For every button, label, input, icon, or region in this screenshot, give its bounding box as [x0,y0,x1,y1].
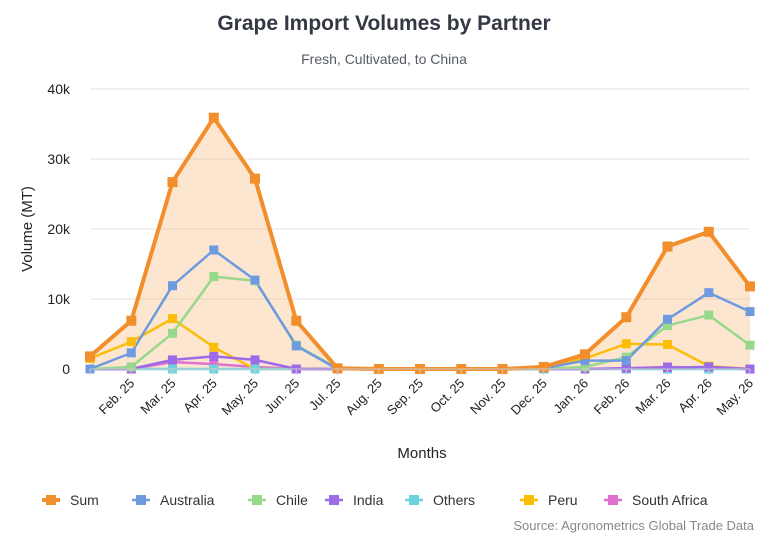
point-australia[interactable] [704,288,714,298]
y-tick-label: 40k [47,81,71,97]
legend-item-south-africa[interactable]: South Africa [604,492,708,508]
legend-label: South Africa [632,492,708,508]
point-peru[interactable] [663,340,672,349]
point-sum[interactable] [332,363,343,374]
legend-item-sum[interactable]: Sum [42,492,99,508]
x-tick-label: Sep. 25 [384,376,426,418]
y-tick-label: 30k [47,151,71,167]
point-peru[interactable] [621,339,631,349]
legend-item-chile[interactable]: Chile [248,492,308,508]
chart-title: Grape Import Volumes by Partner [217,12,550,35]
y-axis-label: Volume (MT) [19,186,36,272]
x-tick-label: Mar. 26 [632,376,673,417]
legend-label: India [353,492,384,508]
point-south-africa[interactable] [209,359,219,369]
point-india[interactable] [250,355,260,365]
legend-label: Peru [548,492,578,508]
point-australia[interactable] [126,348,136,358]
x-tick-label: Mar. 25 [137,376,178,417]
point-chile[interactable] [745,340,755,350]
legend-marker [46,495,56,505]
point-chile[interactable] [704,310,714,320]
point-india[interactable] [621,363,631,373]
point-sum[interactable] [662,241,673,252]
point-sum[interactable] [167,177,178,188]
x-tick-label: Jun. 25 [262,376,303,417]
legend-label: Chile [276,492,308,508]
point-chile[interactable] [126,362,136,372]
x-tick-label: Oct. 25 [427,376,467,416]
source-note: Source: Agronometrics Global Trade Data [513,518,754,533]
legend-label: Australia [160,492,215,508]
point-india[interactable] [168,355,177,365]
point-sum[interactable] [85,351,95,362]
point-india[interactable] [663,363,672,373]
legend-item-india[interactable]: India [325,492,384,508]
legend-item-others[interactable]: Others [405,492,475,508]
point-sum[interactable] [745,281,755,292]
point-peru[interactable] [126,337,136,347]
x-tick-label: Jul. 25 [306,376,344,414]
legend-label: Others [433,492,475,508]
x-tick-label: Feb. 25 [96,376,138,418]
point-australia[interactable] [580,356,590,366]
chart-subtitle: Fresh, Cultivated, to China [301,51,467,67]
y-tick-label: 10k [47,291,71,307]
x-tick-label: Dec. 25 [508,376,550,418]
x-axis-label: Months [397,445,446,462]
point-peru[interactable] [168,314,177,324]
legend-item-australia[interactable]: Australia [132,492,215,508]
legend-label: Sum [70,492,99,508]
legend-marker [409,495,419,505]
point-chile[interactable] [209,272,219,282]
legend-marker [524,495,534,505]
point-australia[interactable] [291,341,301,351]
legend-marker [136,495,146,505]
x-tick-label: May. 25 [218,376,261,419]
point-chile[interactable] [580,362,590,372]
x-tick-label: Apr. 26 [675,376,715,416]
point-sum[interactable] [208,112,219,123]
legend-marker [252,495,262,505]
x-tick-label: Feb. 26 [591,376,633,418]
x-tick-label: Apr. 25 [180,376,220,416]
point-australia[interactable] [168,281,177,291]
point-india[interactable] [209,351,219,361]
legend-marker [329,495,339,505]
point-australia[interactable] [663,314,672,324]
y-tick-label: 20k [47,221,71,237]
legend: Sum Australia Chile India Others Peru South Af… [42,492,708,508]
x-tick-label: Aug. 25 [343,376,385,418]
x-tick-label: May. 26 [713,376,756,419]
legend-marker [608,495,618,505]
point-sum[interactable] [250,173,260,184]
point-sum[interactable] [291,315,302,326]
point-peru[interactable] [209,342,219,352]
point-sum[interactable] [703,226,714,237]
point-australia[interactable] [209,245,219,255]
point-chile[interactable] [168,328,177,338]
x-tick-label: Jan. 26 [550,376,591,417]
point-sum[interactable] [621,312,632,323]
legend-item-peru[interactable]: Peru [520,492,578,508]
point-australia[interactable] [621,356,631,366]
point-india[interactable] [704,362,714,372]
point-chile[interactable] [663,321,672,331]
point-sum[interactable] [580,349,590,360]
point-australia[interactable] [250,275,260,285]
point-sum[interactable] [538,361,549,372]
point-sum[interactable] [126,315,137,326]
point-australia[interactable] [745,307,755,317]
y-tick-label: 0 [62,361,70,377]
x-tick-label: Nov. 25 [467,376,509,418]
